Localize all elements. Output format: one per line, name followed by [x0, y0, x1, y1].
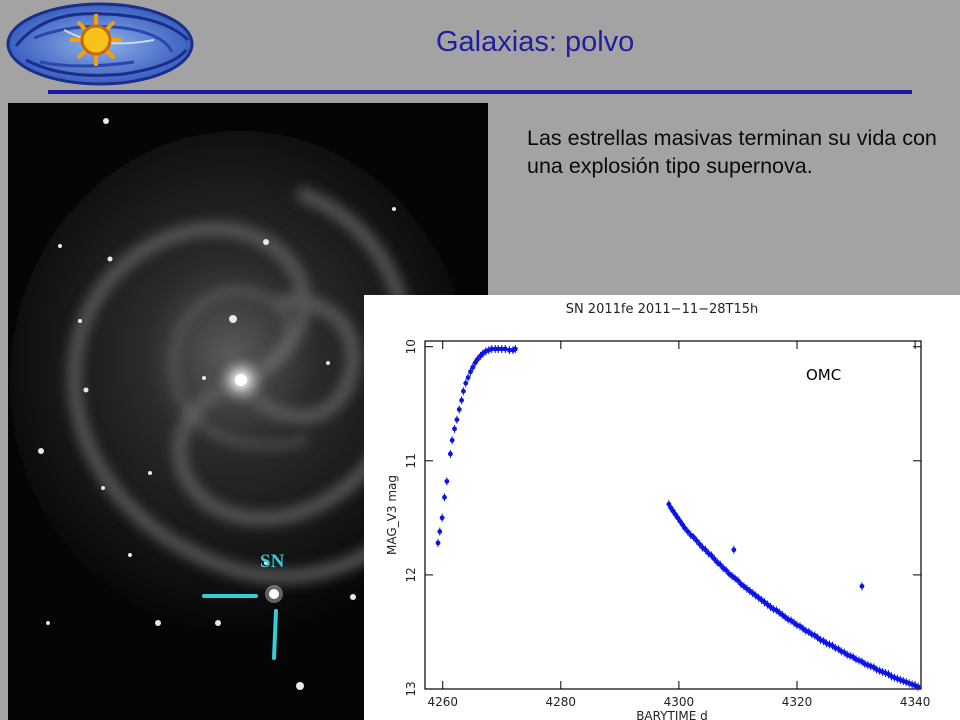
data-point: [475, 356, 480, 362]
axis-ticks: 4260 4280 4300 4320 4340 10 11 12 13: [404, 339, 930, 709]
data-point: [465, 375, 471, 380]
data-point: [460, 388, 466, 394]
data-point: [691, 534, 697, 540]
data-point: [694, 538, 700, 544]
data-point: [463, 380, 469, 386]
data-point: [723, 567, 729, 573]
plot-frame: [424, 340, 922, 690]
supernova-star: [265, 585, 283, 603]
y-tick-label: 11: [404, 453, 418, 468]
data-point: [435, 540, 441, 546]
data-point: [437, 529, 443, 534]
data-point: [499, 346, 505, 352]
data-point: [468, 369, 473, 375]
chart-title: SN 2011fe 2011−11−28T15h: [566, 302, 759, 317]
data-point: [449, 437, 455, 443]
data-point: [470, 364, 476, 370]
data-point: [670, 508, 676, 514]
data-point: [672, 512, 678, 517]
x-tick-label: 4300: [664, 695, 695, 709]
data-point: [454, 417, 460, 423]
data-point: [731, 547, 737, 553]
data-point: [512, 346, 518, 352]
data-point: [680, 522, 685, 528]
data-point: [859, 583, 865, 589]
slide-title: Galaxias: polvo: [436, 26, 635, 58]
data-point: [915, 684, 921, 690]
data-point: [668, 505, 674, 510]
data-point: [675, 515, 681, 521]
data-point: [711, 556, 717, 562]
data-point: [682, 525, 688, 531]
omc-annotation: OMC: [806, 366, 841, 384]
data-points: [435, 344, 921, 691]
light-curve-chart: SN 2011fe 2011−11−28T15h MAG_V3 mag BARY…: [385, 302, 930, 720]
data-point: [472, 360, 478, 366]
supernova-pointer: [202, 594, 278, 660]
data-point: [677, 518, 683, 524]
data-point: [717, 562, 723, 568]
data-point: [708, 553, 714, 558]
data-point: [697, 541, 702, 547]
data-point: [703, 547, 708, 553]
data-point: [495, 346, 501, 352]
data-point: [735, 578, 741, 584]
data-point: [502, 346, 508, 352]
x-tick-label: 4280: [546, 695, 577, 709]
sun-icon: [70, 14, 122, 66]
data-point: [439, 515, 445, 521]
data-point: [442, 494, 447, 500]
x-axis-label: BARYTIME d: [636, 709, 708, 720]
y-tick-label: 10: [404, 339, 418, 354]
x-tick-label: 4260: [427, 695, 458, 709]
data-point: [507, 347, 512, 353]
y-tick-label: 13: [404, 681, 418, 696]
data-point: [452, 426, 457, 432]
data-point: [444, 478, 450, 484]
x-tick-label: 4320: [782, 695, 813, 709]
data-point: [456, 407, 462, 412]
data-point: [459, 397, 465, 403]
light-curve-panel: SN 2011fe 2011−11−28T15h MAG_V3 mag BARY…: [364, 295, 960, 720]
slide-body-text: Las estrellas masivas terminan su vida c…: [527, 126, 937, 178]
y-axis-label: MAG_V3 mag: [385, 475, 399, 555]
supernova-label: SN: [260, 551, 285, 572]
data-point: [685, 529, 691, 534]
x-tick-label: 4340: [900, 695, 931, 709]
title-divider: [48, 90, 912, 94]
data-point: [489, 346, 495, 352]
data-point: [447, 451, 453, 457]
y-tick-label: 12: [404, 567, 418, 582]
galaxy-sun-logo: [6, 2, 194, 86]
